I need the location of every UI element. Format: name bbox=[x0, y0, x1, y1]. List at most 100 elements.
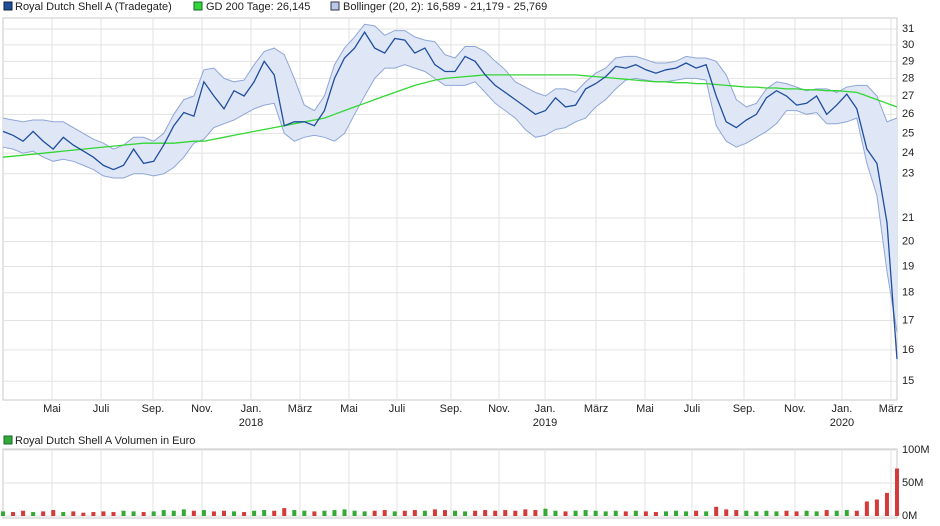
volume-bar bbox=[101, 511, 106, 516]
volume-bar bbox=[593, 510, 598, 516]
x-tick-label: Nov. bbox=[191, 403, 213, 415]
volume-bar bbox=[744, 510, 749, 516]
x-year-label: 2018 bbox=[239, 417, 263, 429]
volume-bar bbox=[342, 509, 347, 516]
volume-bar bbox=[794, 511, 799, 516]
volume-bar bbox=[171, 510, 176, 516]
y-tick-label: 15 bbox=[902, 375, 914, 387]
volume-bar bbox=[211, 511, 216, 516]
volume-bar bbox=[674, 510, 679, 516]
legend-swatch bbox=[330, 1, 340, 11]
bollinger-lower bbox=[2, 64, 898, 333]
legend-swatch bbox=[193, 1, 203, 11]
volume-bar bbox=[824, 510, 829, 516]
volume-bar bbox=[181, 509, 186, 516]
volume-bar bbox=[432, 509, 437, 516]
x-tick-label: März bbox=[288, 403, 312, 415]
volume-bar bbox=[282, 508, 287, 516]
x-tick-label: März bbox=[584, 403, 608, 415]
y-tick-label: 20 bbox=[902, 236, 914, 248]
volume-bar bbox=[81, 512, 86, 516]
y-tick-label: 25 bbox=[902, 127, 914, 139]
x-year-label: 2020 bbox=[830, 417, 854, 429]
volume-bar bbox=[764, 510, 769, 516]
volume-bar bbox=[663, 511, 668, 516]
x-tick-label: Juli bbox=[93, 403, 110, 415]
volume-bar bbox=[643, 511, 648, 516]
volume-bar bbox=[754, 511, 759, 516]
x-tick-label: März bbox=[879, 403, 903, 415]
volume-bar bbox=[1, 511, 5, 516]
bollinger-fill bbox=[3, 24, 897, 333]
y-tick-label: 50M bbox=[902, 477, 923, 489]
volume-bar bbox=[51, 510, 56, 516]
volume-bar bbox=[71, 511, 76, 516]
y-tick-label: 100M bbox=[902, 444, 930, 456]
volume-bar bbox=[473, 510, 478, 516]
x-tick-label: Nov. bbox=[784, 403, 806, 415]
volume-bar bbox=[422, 510, 427, 516]
volume-bar bbox=[653, 512, 658, 516]
y-tick-label: 0M bbox=[902, 510, 917, 522]
y-tick-label: 18 bbox=[902, 287, 914, 299]
x-tick-label: Mai bbox=[43, 403, 61, 415]
volume-bar bbox=[714, 506, 719, 516]
volume-bar bbox=[633, 510, 638, 516]
volume-bar bbox=[784, 510, 789, 516]
x-tick-label: Juli bbox=[389, 403, 406, 415]
x-tick-label: Jan. bbox=[241, 403, 262, 415]
x-tick-label: Sep. bbox=[733, 403, 756, 415]
volume-bar bbox=[352, 510, 357, 516]
volume-bar bbox=[834, 510, 839, 516]
volume-bar bbox=[513, 510, 518, 516]
volume-bar bbox=[804, 510, 809, 516]
volume-bar bbox=[151, 511, 156, 516]
volume-bar bbox=[31, 512, 36, 516]
y-tick-label: 17 bbox=[902, 314, 914, 326]
volume-bar bbox=[563, 511, 568, 516]
volume-bar bbox=[864, 501, 869, 516]
volume-bar bbox=[252, 510, 257, 516]
volume-bar bbox=[684, 511, 689, 516]
volume-bar bbox=[613, 510, 618, 516]
volume-bar bbox=[774, 511, 779, 516]
volume-bar bbox=[292, 510, 297, 516]
volume-bar bbox=[412, 510, 417, 516]
x-tick-label: Nov. bbox=[488, 403, 510, 415]
volume-bar bbox=[232, 511, 237, 516]
x-tick-label: Mai bbox=[340, 403, 358, 415]
volume-bar bbox=[724, 509, 729, 516]
volume-bar bbox=[814, 511, 819, 516]
y-tick-label: 27 bbox=[902, 90, 914, 102]
volume-bar bbox=[191, 510, 196, 516]
y-tick-label: 30 bbox=[902, 39, 914, 51]
volume-bar bbox=[503, 510, 508, 516]
y-tick-label: 29 bbox=[902, 55, 914, 67]
x-tick-label: Sep. bbox=[440, 403, 463, 415]
volume-bar bbox=[442, 510, 447, 516]
volume-bar bbox=[41, 511, 46, 516]
volume-bar bbox=[603, 511, 608, 516]
volume-bar bbox=[312, 511, 317, 516]
y-tick-label: 28 bbox=[902, 72, 914, 84]
bollinger-upper bbox=[2, 23, 898, 150]
volume-bar bbox=[583, 510, 588, 516]
volume-bar bbox=[543, 508, 548, 516]
volume-bar bbox=[21, 510, 26, 516]
volume-bar bbox=[221, 510, 226, 516]
volume-bar bbox=[61, 512, 66, 516]
x-tick-label: Jan. bbox=[535, 403, 556, 415]
legend-label: Bollinger (20, 2): 16,589 - 21,179 - 25,… bbox=[343, 1, 547, 13]
volume-bar bbox=[463, 511, 468, 516]
legend-label: GD 200 Tage: 26,145 bbox=[206, 1, 310, 13]
volume-bar bbox=[884, 492, 889, 516]
volume-bar bbox=[302, 510, 307, 516]
volume-bar bbox=[131, 511, 136, 516]
legend-swatch bbox=[3, 1, 13, 11]
volume-bar bbox=[854, 510, 859, 516]
volume-bar bbox=[372, 510, 377, 516]
volume-bar bbox=[844, 510, 849, 516]
volume-bar bbox=[483, 510, 488, 516]
volume-bar bbox=[392, 511, 397, 516]
x-tick-label: Sep. bbox=[142, 403, 165, 415]
